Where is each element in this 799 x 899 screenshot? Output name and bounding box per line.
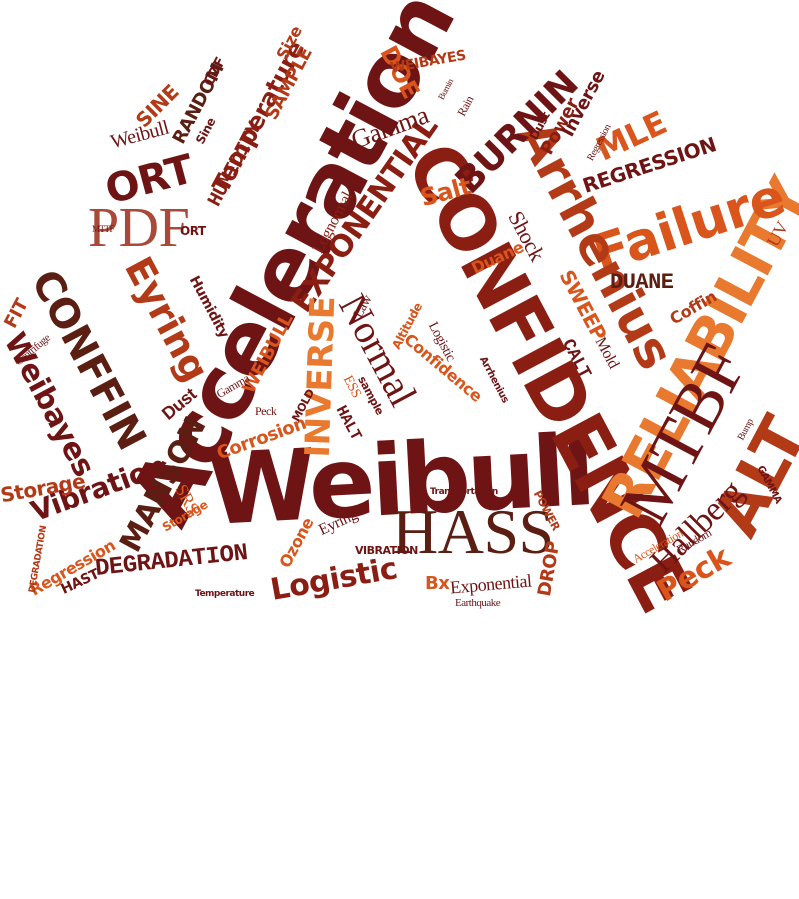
word-rain: Rain — [455, 94, 475, 118]
word-degradation: DEGRADATION — [94, 542, 249, 582]
word-peck-small: Peck — [255, 405, 276, 417]
word-inverse: INVERSE — [301, 296, 341, 458]
word-vibration-caps: VIBRATION — [355, 545, 418, 556]
word-bx: Bx — [425, 575, 449, 593]
word-temperature-small: Temperature — [195, 590, 254, 599]
word-duane-caps: DUANE — [610, 272, 674, 294]
word-transportation: Transportation — [430, 488, 498, 497]
word-exponential-small: Exponential — [449, 571, 532, 596]
word-earthquake: Earthquake — [455, 598, 500, 609]
word-ort-small: ORT — [180, 225, 206, 237]
word-weibull-small: Weibull — [108, 118, 170, 153]
word-mttf: MTTF — [92, 225, 114, 234]
